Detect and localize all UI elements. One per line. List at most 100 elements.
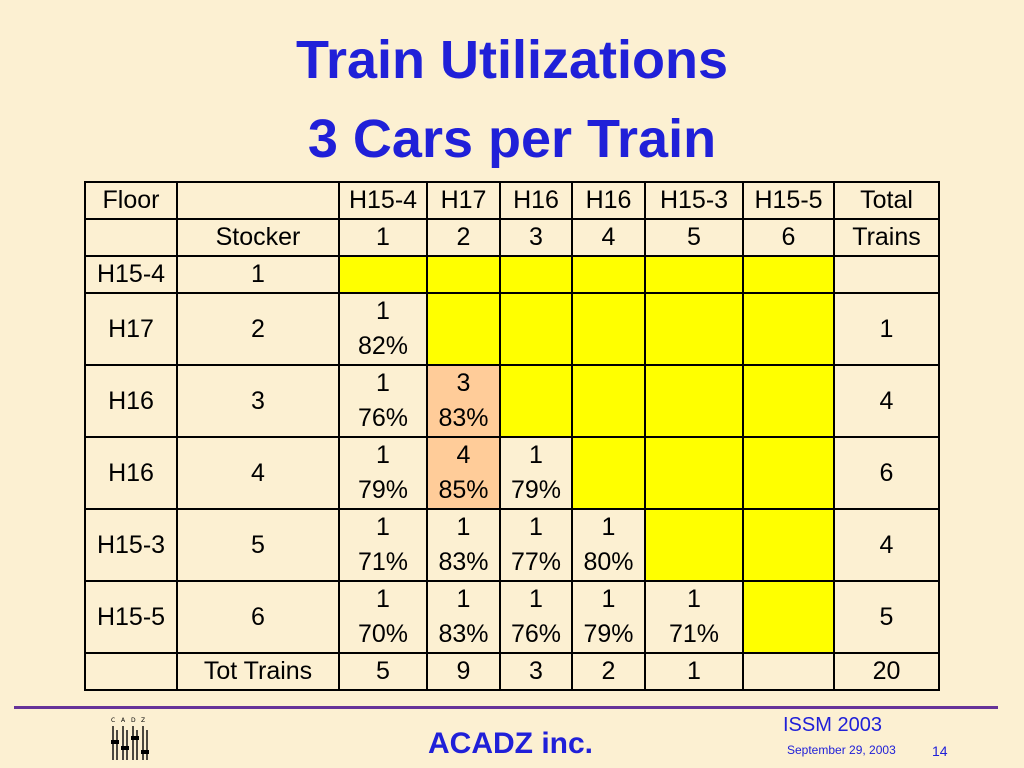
utilization-pct: 71%: [357, 548, 409, 576]
footer-total: 20: [833, 652, 940, 691]
header-cell: H17: [426, 181, 501, 220]
table-footer-row: Tot Trains 5 9 3 2 1 20: [84, 652, 940, 691]
empty-cell: [571, 292, 646, 366]
utilization-pct: 83%: [438, 548, 489, 576]
logo-letter: C: [111, 717, 115, 724]
subheader-cell: 1: [338, 218, 428, 257]
footer-value: 1: [644, 652, 744, 691]
utilization-pct: 79%: [357, 476, 409, 504]
slide-title-line2: 3 Cars per Train: [307, 109, 717, 169]
empty-cell: [742, 255, 835, 294]
empty-cell: [571, 364, 646, 438]
footer-value: 5: [338, 652, 428, 691]
trains-count: 1: [456, 585, 471, 613]
header-cell: H15-3: [644, 181, 744, 220]
empty-cell: [742, 508, 835, 582]
stocker-cell: 2: [176, 292, 340, 366]
empty-cell: [499, 364, 573, 438]
header-cell: [176, 181, 340, 220]
total-cell: [833, 255, 940, 294]
empty-cell: [644, 292, 744, 366]
value-cell: 1 79%: [499, 436, 573, 510]
utilization-pct: 76%: [357, 404, 409, 432]
subheader-cell: 4: [571, 218, 646, 257]
table-row: H15-5 6 1 70% 1 83% 1 76% 1 79% 1 71% 5: [84, 580, 940, 654]
table-row: H16 3 1 76% 3 83% 4: [84, 364, 940, 438]
trains-count: 1: [456, 513, 471, 541]
value-cell: 1 83%: [426, 508, 501, 582]
value-cell: 1 77%: [499, 508, 573, 582]
conference-name: ISSM 2003: [783, 714, 882, 736]
trains-count: 1: [376, 513, 390, 541]
empty-cell: [644, 436, 744, 510]
trains-count: 1: [376, 441, 390, 469]
utilization-pct: 85%: [438, 476, 489, 504]
value-cell: 1 80%: [571, 508, 646, 582]
empty-cell: [499, 255, 573, 294]
utilization-table: Floor H15-4 H17 H16 H16 H15-3 H15-5 Tota…: [84, 181, 940, 691]
empty-cell: [644, 508, 744, 582]
floor-cell: H16: [84, 436, 178, 510]
floor-cell: H17: [84, 292, 178, 366]
table-subheader-row: Stocker 1 2 3 4 5 6 Trains: [84, 218, 940, 257]
utilization-pct: 83%: [438, 620, 489, 648]
subheader-cell: 3: [499, 218, 573, 257]
empty-cell: [426, 292, 501, 366]
value-cell: 1 70%: [338, 580, 428, 654]
footer-divider: [14, 706, 998, 709]
subheader-cell: 6: [742, 218, 835, 257]
total-cell: 1: [833, 292, 940, 366]
trains-count: 1: [376, 585, 390, 613]
table-header-row: Floor H15-4 H17 H16 H16 H15-3 H15-5 Tota…: [84, 181, 940, 220]
utilization-pct: 77%: [510, 548, 562, 576]
floor-cell: H15-3: [84, 508, 178, 582]
header-cell: Total: [833, 181, 940, 220]
subheader-cell: Stocker: [176, 218, 340, 257]
header-cell: H16: [571, 181, 646, 220]
stocker-cell: 3: [176, 364, 340, 438]
table-row: H15-4 1: [84, 255, 940, 294]
table-row: H15-3 5 1 71% 1 83% 1 77% 1 80% 4: [84, 508, 940, 582]
trains-count: 1: [687, 585, 701, 613]
floor-cell: H16: [84, 364, 178, 438]
floor-cell: H15-5: [84, 580, 178, 654]
stocker-cell: 6: [176, 580, 340, 654]
empty-cell: [426, 255, 501, 294]
empty-cell: [742, 580, 835, 654]
empty-cell: [742, 436, 835, 510]
logo-letter: Z: [141, 717, 145, 724]
utilization-pct: 82%: [357, 332, 409, 360]
utilization-pct: 76%: [510, 620, 562, 648]
total-cell: 4: [833, 508, 940, 582]
utilization-pct: 79%: [510, 476, 562, 504]
table-row: H17 2 1 82% 1: [84, 292, 940, 366]
empty-cell: [338, 255, 428, 294]
footer-empty-cell: [84, 652, 178, 691]
trains-count: 1: [376, 297, 390, 325]
floor-cell: H15-4: [84, 255, 178, 294]
trains-count: 4: [456, 441, 471, 469]
trains-count: 1: [529, 513, 543, 541]
utilization-pct: 83%: [438, 404, 489, 432]
empty-cell: [499, 292, 573, 366]
subheader-cell: 2: [426, 218, 501, 257]
trains-count: 3: [456, 369, 471, 397]
empty-cell: [571, 436, 646, 510]
empty-cell: [644, 364, 744, 438]
value-cell-highlight: 4 85%: [426, 436, 501, 510]
footer-label: Tot Trains: [176, 652, 340, 691]
header-cell: H16: [499, 181, 573, 220]
subheader-cell: 5: [644, 218, 744, 257]
trains-count: 1: [376, 369, 390, 397]
footer-value: 3: [499, 652, 573, 691]
utilization-pct: 71%: [668, 620, 720, 648]
subheader-cell: Trains: [833, 218, 940, 257]
value-cell: 1 83%: [426, 580, 501, 654]
trains-count: 1: [601, 585, 616, 613]
footer-value: 2: [571, 652, 646, 691]
total-cell: 6: [833, 436, 940, 510]
company-name: ACADZ inc.: [428, 727, 593, 760]
utilization-pct: 80%: [583, 548, 634, 576]
empty-cell: [742, 364, 835, 438]
header-cell: Floor: [84, 181, 178, 220]
